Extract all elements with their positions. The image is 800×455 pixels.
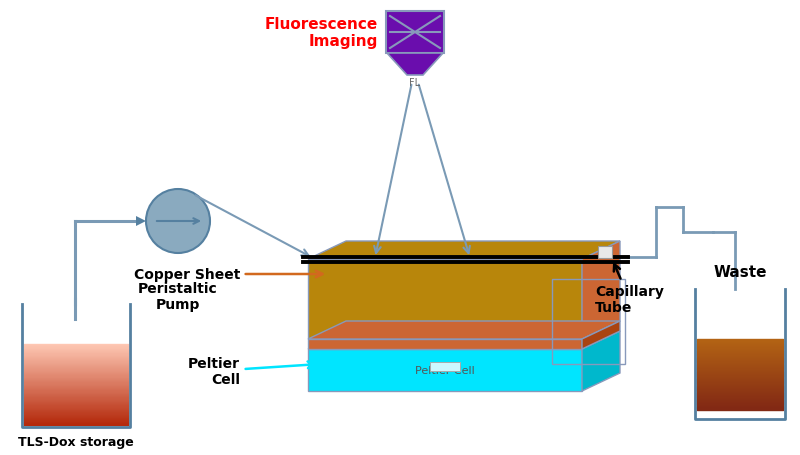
Text: TLS-Dox storage: TLS-Dox storage [18,435,134,448]
Text: Waste: Waste [714,264,766,279]
Polygon shape [582,321,620,349]
Polygon shape [308,259,582,339]
Text: FL: FL [410,78,421,88]
Polygon shape [308,321,620,339]
Text: Peltier
Cell: Peltier Cell [188,356,314,386]
Bar [598,247,612,258]
Text: Fluorescence
Imaging: Fluorescence Imaging [265,17,378,49]
Polygon shape [386,12,444,54]
Polygon shape [582,331,620,391]
Bar [430,362,460,371]
Text: Peristaltic
Pump: Peristaltic Pump [138,281,218,312]
Text: Peltier Cell: Peltier Cell [415,365,475,375]
Polygon shape [308,339,582,349]
Polygon shape [136,217,146,227]
Polygon shape [308,349,582,391]
Polygon shape [308,331,620,349]
Text: Copper Sheet: Copper Sheet [134,268,322,281]
Polygon shape [387,54,443,76]
Polygon shape [308,242,620,259]
Circle shape [146,190,210,253]
Polygon shape [582,242,620,339]
Text: Capillary
Tube: Capillary Tube [595,264,664,314]
